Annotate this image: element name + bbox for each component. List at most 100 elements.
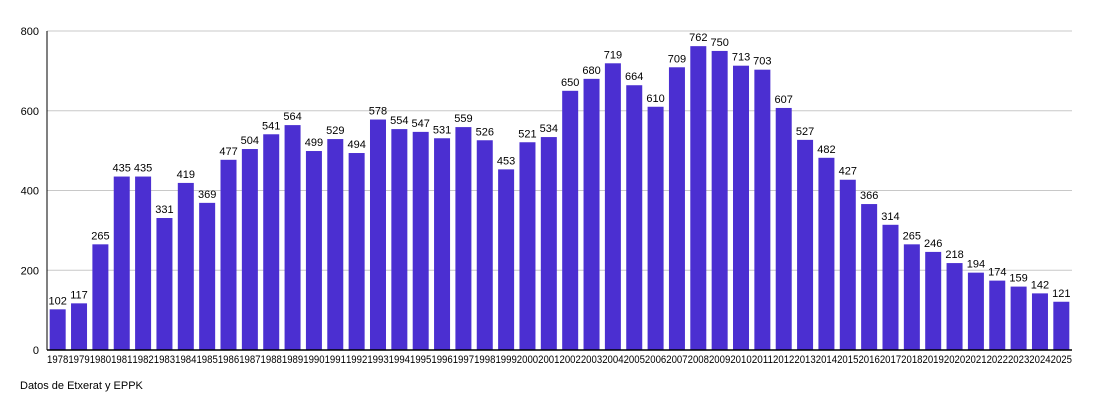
x-tick-label: 2003 — [581, 354, 602, 366]
data-label: 265 — [903, 230, 921, 242]
data-label: 314 — [881, 211, 899, 223]
x-tick-label: 1980 — [90, 354, 111, 366]
bar — [305, 151, 322, 350]
data-label: 526 — [476, 126, 494, 138]
data-label: 703 — [753, 56, 771, 68]
data-label: 564 — [283, 111, 301, 123]
data-label: 554 — [390, 115, 408, 127]
data-label: 102 — [48, 295, 66, 307]
bar — [476, 140, 493, 350]
bar — [177, 182, 194, 350]
source-note: Datos de Etxerat y EPPK — [20, 380, 143, 392]
bar — [775, 107, 792, 351]
bar — [690, 46, 707, 351]
x-tick-label: 2013 — [794, 354, 815, 366]
data-label: 750 — [710, 37, 728, 49]
bar — [369, 119, 386, 351]
data-label: 453 — [497, 155, 515, 167]
bar — [882, 224, 899, 350]
x-tick-label: 2023 — [1008, 354, 1029, 366]
bar — [733, 65, 750, 350]
x-tick-label: 2010 — [730, 354, 751, 366]
x-tick-label: 1999 — [495, 354, 516, 366]
data-label: 494 — [347, 139, 365, 151]
bar — [604, 63, 621, 351]
bar — [391, 129, 408, 350]
bar — [626, 85, 643, 350]
x-tick-label: 1983 — [154, 354, 175, 366]
data-label: 174 — [988, 267, 1006, 279]
data-label: 664 — [625, 71, 643, 83]
bar — [754, 69, 771, 351]
x-tick-label: 1982 — [132, 354, 153, 366]
data-label: 762 — [689, 32, 707, 44]
x-tick-label: 2011 — [752, 354, 773, 366]
data-label: 541 — [262, 120, 280, 132]
bar — [967, 272, 984, 350]
x-tick-label: 1984 — [175, 354, 196, 366]
y-tick-label: 200 — [21, 265, 39, 277]
data-label: 427 — [839, 166, 857, 178]
bar — [1053, 301, 1070, 350]
data-label: 529 — [326, 125, 344, 137]
x-tick-label: 2018 — [901, 354, 922, 366]
x-tick-label: 1981 — [111, 354, 132, 366]
data-label: 531 — [433, 124, 451, 136]
data-label: 419 — [177, 169, 195, 181]
data-label: 709 — [668, 53, 686, 65]
x-tick-label: 2007 — [666, 354, 687, 366]
x-tick-label: 1978 — [47, 354, 68, 366]
x-tick-label: 1979 — [68, 354, 89, 366]
bar — [455, 127, 472, 350]
data-label: 610 — [646, 93, 664, 105]
x-tick-label: 2001 — [538, 354, 559, 366]
bar — [92, 244, 109, 350]
data-label: 159 — [1009, 273, 1027, 285]
x-tick-label: 1990 — [303, 354, 324, 366]
x-tick-label: 1985 — [196, 354, 217, 366]
data-label: 719 — [604, 49, 622, 61]
x-tick-label: 2004 — [602, 354, 623, 366]
bar — [284, 125, 301, 350]
x-tick-label: 1995 — [410, 354, 431, 366]
x-tick-label: 1987 — [239, 354, 260, 366]
bar — [434, 138, 451, 350]
bar — [711, 50, 728, 350]
data-label: 477 — [219, 146, 237, 158]
data-label: 559 — [454, 113, 472, 125]
bar — [498, 169, 515, 350]
x-tick-label: 2019 — [923, 354, 944, 366]
data-label: 504 — [241, 135, 259, 147]
x-tick-label: 1988 — [261, 354, 282, 366]
x-tick-label: 2015 — [837, 354, 858, 366]
bar — [946, 263, 963, 350]
bar — [668, 67, 685, 350]
data-label: 218 — [945, 249, 963, 261]
x-tick-label: 2002 — [560, 354, 581, 366]
x-tick-label: 2006 — [645, 354, 666, 366]
data-label: 521 — [518, 128, 536, 140]
x-tick-label: 1992 — [346, 354, 367, 366]
bar — [1031, 293, 1048, 350]
x-tick-label: 2017 — [880, 354, 901, 366]
data-label: 117 — [70, 289, 88, 301]
x-tick-label: 2005 — [624, 354, 645, 366]
bar — [861, 204, 878, 350]
data-label: 578 — [369, 106, 387, 118]
data-label: 680 — [582, 65, 600, 77]
bar — [583, 78, 600, 350]
bar — [562, 90, 579, 350]
y-tick-label: 600 — [21, 106, 39, 118]
bar — [540, 137, 557, 350]
x-tick-label: 1996 — [431, 354, 452, 366]
x-tick-label: 2012 — [773, 354, 794, 366]
data-label: 713 — [732, 52, 750, 64]
data-label: 369 — [198, 189, 216, 201]
x-tick-label: 2025 — [1051, 354, 1072, 366]
bar — [220, 159, 237, 350]
bar — [797, 139, 814, 350]
data-label: 331 — [155, 204, 173, 216]
bar — [348, 153, 365, 350]
x-tick-label: 2000 — [517, 354, 538, 366]
data-label: 499 — [305, 137, 323, 149]
